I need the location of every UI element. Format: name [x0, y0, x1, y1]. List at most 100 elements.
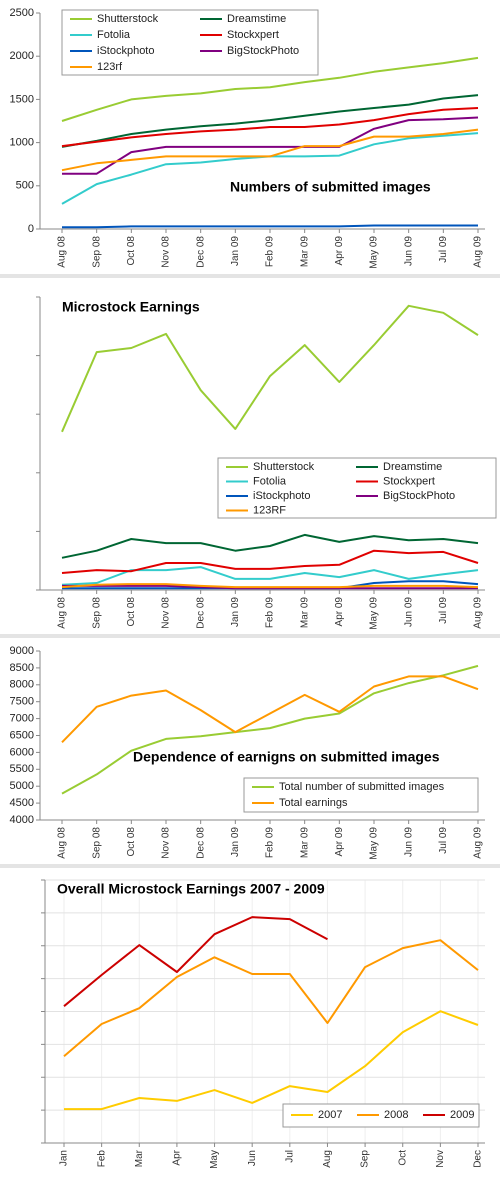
x-tick-label: Feb	[96, 1150, 107, 1168]
x-tick-label: Aug 08	[57, 236, 68, 268]
legend-label: Fotolia	[97, 29, 131, 41]
y-tick-label: 500	[16, 180, 34, 192]
series-line	[62, 584, 478, 590]
y-tick-label: 4500	[10, 797, 34, 809]
y-tick-label: 2500	[10, 7, 34, 19]
y-tick-label: 6500	[10, 729, 34, 741]
series-line	[61, 675, 479, 743]
legend-label: BigStockPhoto	[383, 490, 455, 502]
x-tick-label: Dec	[473, 1150, 484, 1168]
x-tick-label: Jan 09	[230, 597, 241, 627]
legend-label: Stockxpert	[227, 29, 279, 41]
series-line	[61, 664, 479, 795]
x-tick-label: Jul 09	[438, 597, 449, 624]
series-line	[63, 916, 328, 1007]
series-line	[61, 128, 479, 172]
chart-title: Dependence of earnigns on submitted imag…	[133, 749, 440, 765]
x-tick-label: Apr 09	[334, 827, 345, 857]
y-tick-label: 6000	[10, 746, 34, 758]
series-line	[61, 107, 479, 148]
x-tick-label: Dec 08	[195, 236, 206, 268]
y-tick-label: 2000	[10, 50, 34, 62]
x-tick-label: Nov 08	[161, 827, 172, 859]
series-line	[62, 116, 479, 175]
legend-label: 2008	[384, 1109, 408, 1121]
series-line	[61, 533, 479, 559]
series-line	[63, 939, 479, 1057]
x-tick-label: Sep 08	[91, 597, 102, 629]
x-tick-label: Apr 09	[334, 597, 345, 627]
x-tick-label: Jan	[59, 1150, 70, 1166]
y-tick-label: 7000	[10, 713, 34, 725]
x-tick-label: Oct 08	[126, 827, 137, 857]
x-tick-label: Feb 09	[265, 827, 276, 859]
legend-label: iStockphoto	[253, 490, 310, 502]
y-tick-label: 0	[28, 223, 34, 235]
x-tick-label: Feb 09	[265, 597, 276, 629]
legend-label: Shutterstock	[97, 13, 159, 25]
legend-label: 2009	[450, 1109, 474, 1121]
legend-label: Shutterstock	[253, 461, 315, 473]
x-tick-label: May 09	[369, 827, 380, 860]
chart-title: Microstock Earnings	[62, 299, 200, 315]
y-tick-label: 8500	[10, 662, 34, 674]
legend-label: Total number of submitted images	[279, 781, 445, 793]
x-tick-label: Mar 09	[299, 597, 310, 629]
x-tick-label: Aug 09	[473, 597, 484, 629]
x-tick-label: Jan 09	[230, 236, 241, 266]
legend-label: Dreamstime	[383, 461, 442, 473]
series-line	[61, 549, 479, 574]
series-line	[61, 583, 479, 589]
series-line	[61, 304, 479, 433]
x-tick-label: Aug 09	[473, 827, 484, 859]
y-tick-label: 7500	[10, 696, 34, 708]
legend-label: BigStockPhoto	[227, 45, 299, 57]
legend-box	[61, 9, 319, 76]
chart-title: Numbers of submitted images	[230, 179, 431, 195]
x-tick-label: Nov	[435, 1150, 446, 1168]
x-tick-label: Nov 08	[161, 597, 172, 629]
x-tick-label: Jun 09	[403, 597, 414, 627]
chart-title: Overall Microstock Earnings 2007 - 2009	[57, 881, 325, 897]
x-tick-label: Jul	[284, 1150, 295, 1163]
y-tick-label: 5500	[10, 763, 34, 775]
x-tick-label: Oct	[397, 1150, 408, 1166]
y-tick-label: 8000	[10, 679, 34, 691]
legend-label: 2007	[318, 1109, 342, 1121]
x-tick-label: Apr	[172, 1149, 183, 1165]
legend-box	[243, 777, 479, 813]
x-tick-label: May	[209, 1150, 220, 1169]
legend-label: iStockphoto	[97, 45, 154, 57]
x-tick-label: Dec 08	[195, 827, 206, 859]
y-tick-label: 1500	[10, 93, 34, 105]
x-tick-label: Mar 09	[299, 236, 310, 268]
legend-box	[282, 1103, 480, 1128]
x-tick-label: Aug 08	[57, 597, 68, 629]
x-tick-label: Jan 09	[230, 827, 241, 857]
x-tick-label: Jul 09	[438, 827, 449, 854]
x-tick-label: Oct 08	[126, 597, 137, 627]
x-tick-label: Jun	[247, 1150, 258, 1166]
x-tick-label: May 09	[369, 597, 380, 630]
x-tick-label: Mar	[134, 1149, 145, 1167]
legend-label: 123RF	[253, 504, 286, 516]
series-line	[64, 1010, 479, 1111]
legend-label: Dreamstime	[227, 13, 286, 25]
y-tick-label: 4000	[10, 814, 34, 826]
series-line	[62, 224, 478, 229]
legend-label: Stockxpert	[383, 475, 435, 487]
x-tick-label: Jun 09	[403, 827, 414, 857]
x-tick-label: Aug	[322, 1150, 333, 1168]
x-tick-label: Apr 09	[334, 236, 345, 266]
y-tick-label: 9000	[10, 645, 34, 657]
x-tick-label: Aug 08	[57, 827, 68, 859]
x-tick-label: Feb 09	[265, 236, 276, 268]
legend-label: 123rf	[97, 61, 123, 73]
y-tick-label: 1000	[10, 137, 34, 149]
legend-label: Fotolia	[253, 475, 287, 487]
x-tick-label: Jun 09	[403, 236, 414, 266]
series-line	[61, 94, 479, 148]
x-tick-label: Aug 09	[473, 236, 484, 268]
x-tick-label: Sep	[360, 1150, 371, 1168]
separator	[0, 634, 500, 638]
